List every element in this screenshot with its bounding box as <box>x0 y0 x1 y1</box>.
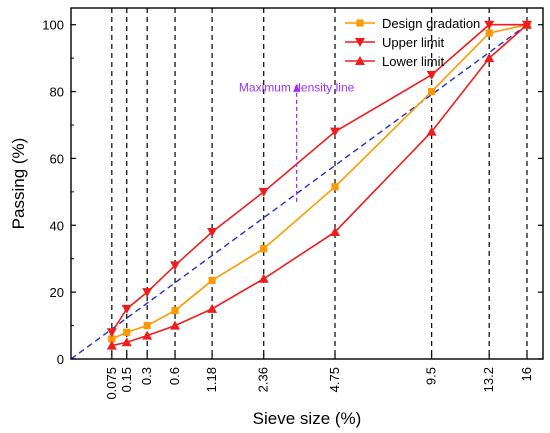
series-2-point-5 <box>258 273 269 283</box>
series-2-point-6 <box>330 226 341 236</box>
series-2-point-7 <box>426 126 437 136</box>
series-line-2 <box>111 24 528 347</box>
series-0-point-4 <box>208 276 216 285</box>
y-tick-label-4: 80 <box>50 85 64 100</box>
sieve-gridlines <box>111 8 528 359</box>
annotation-arrow-head <box>293 83 301 92</box>
y-tick-label-0: 0 <box>57 352 64 367</box>
series-0-point-0 <box>108 335 116 343</box>
x-tick-label-2: 0.3 <box>139 367 154 385</box>
series-2-point-3 <box>170 320 181 330</box>
y-tick-label-2: 40 <box>50 218 64 233</box>
legend-label-0: Design gradation <box>382 16 480 31</box>
series-1-point-7 <box>426 70 437 80</box>
series-2-point-2 <box>142 330 153 340</box>
legend-marker-2 <box>355 56 365 65</box>
annotation-group: Maximum density line <box>239 81 355 202</box>
series-1-point-6 <box>330 127 341 137</box>
series-line-1 <box>111 23 527 333</box>
series-1-point-3 <box>170 261 181 271</box>
y-axis-title: Passing (%) <box>9 138 28 230</box>
series-1-point-2 <box>142 288 153 298</box>
series-0-point-5 <box>260 245 268 253</box>
x-tick-label-6: 4.75 <box>327 367 342 392</box>
max-density-line <box>70 24 528 360</box>
y-tick-label-1: 20 <box>50 285 64 300</box>
series-0-point-3 <box>171 306 179 315</box>
legend-label-1: Upper limit <box>382 35 445 50</box>
legend-marker-0 <box>356 19 364 27</box>
series-line-0 <box>111 23 528 340</box>
x-tick-label-7: 9.5 <box>424 367 439 385</box>
series-0-point-7 <box>428 87 436 96</box>
series-1-point-4 <box>207 227 218 237</box>
x-tick-label-5: 2.36 <box>256 367 271 392</box>
axes: 0 20 40 60 80 100 0.075 0.15 0.3 0.6 1.18 2.36 4.75 9… <box>9 7 544 428</box>
series-0-point-6 <box>331 183 339 191</box>
series-2-point-1 <box>121 337 132 347</box>
x-tick-label-1: 0.15 <box>119 367 134 392</box>
x-tick-label-0: 0.075 <box>104 367 119 400</box>
series-1-point-0 <box>106 328 117 338</box>
series-1-point-5 <box>258 187 269 197</box>
plot-frame <box>70 7 544 360</box>
series-2-point-9 <box>522 19 532 29</box>
x-tick-label-3: 0.6 <box>167 367 182 385</box>
x-tick-label-4: 1.18 <box>204 367 219 392</box>
series-2-point-4 <box>207 303 218 313</box>
y-tick-label-3: 60 <box>50 151 64 166</box>
series-1-point-1 <box>121 304 132 314</box>
x-tick-label-9: 16 <box>519 367 534 381</box>
series-0-point-2 <box>143 321 151 330</box>
y-tick-label-5: 100 <box>42 18 64 33</box>
series-0-point-1 <box>123 328 131 336</box>
x-tick-label-8: 13.2 <box>481 367 496 392</box>
x-axis-title: Sieve size (%) <box>253 409 362 428</box>
legend: Design gradation Upper limit Lower limit <box>345 16 480 69</box>
series-1-point-8 <box>484 20 495 30</box>
legend-label-2: Lower limit <box>382 54 445 69</box>
series-2-point-8 <box>484 53 495 63</box>
series-2-point-0 <box>106 340 117 350</box>
max-density-line-group <box>70 24 528 360</box>
series-0-point-8 <box>485 29 493 37</box>
series-group <box>106 19 532 350</box>
legend-marker-1 <box>355 38 365 47</box>
